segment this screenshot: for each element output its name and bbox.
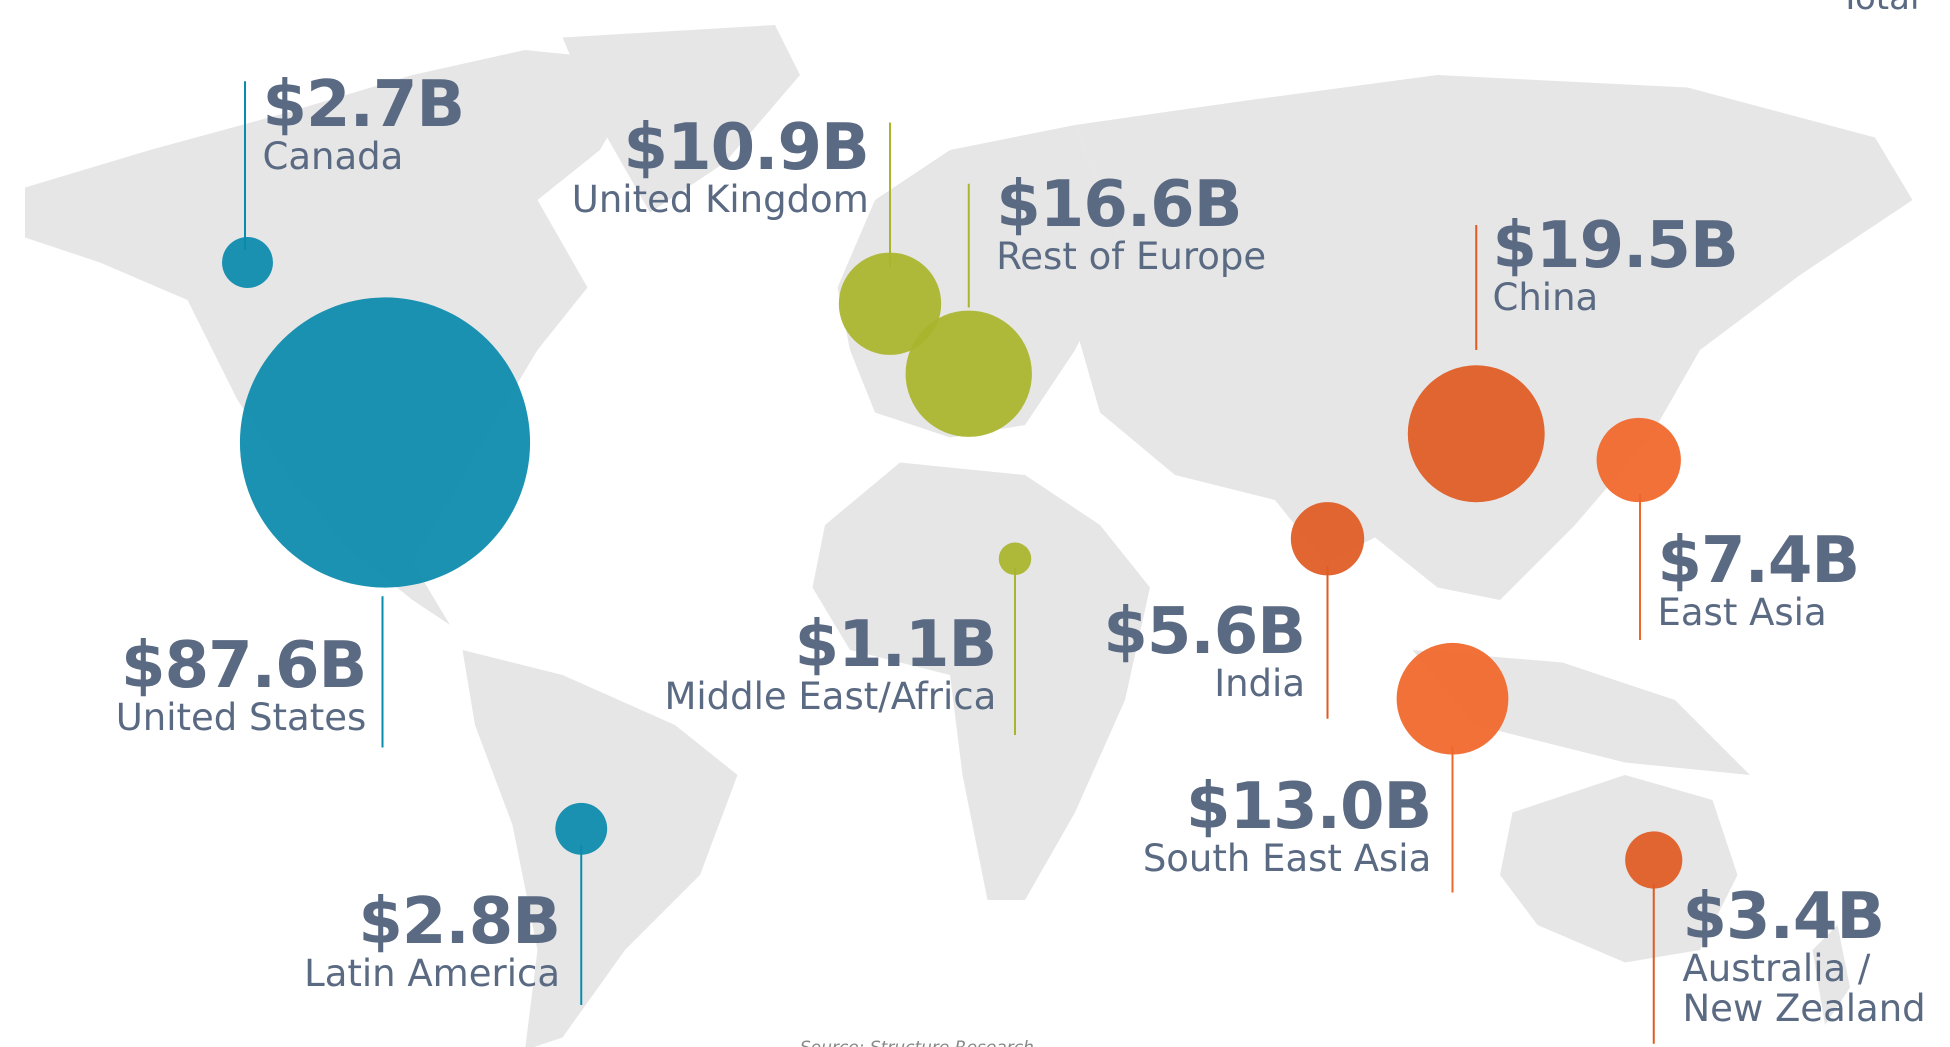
region-name: Latin America — [304, 952, 560, 995]
region-name: Middle East/Africa — [664, 674, 997, 718]
region-label: $10.9B United Kingdom — [571, 111, 870, 222]
value-label: $2.7B — [262, 67, 466, 142]
bubble — [998, 542, 1032, 576]
bubble — [838, 252, 942, 355]
bubble — [1625, 831, 1683, 889]
region-name: Rest of Europe — [996, 234, 1267, 278]
source: Source: Structure Research — [800, 1038, 1034, 1047]
bubble — [905, 310, 1032, 437]
bubble — [239, 297, 531, 588]
region-label: $3.4B Australia / New Zealand — [1683, 885, 1926, 1029]
region-label: $13.0B South East Asia — [1142, 770, 1432, 880]
region-name: United Kingdom — [571, 178, 869, 222]
region-name: United States — [115, 695, 367, 739]
australia — [1500, 775, 1738, 963]
region-name: China — [1492, 275, 1599, 319]
value-label: $7.4B — [1657, 523, 1861, 598]
value-label: $1.1B — [794, 607, 998, 682]
bubble — [1596, 417, 1681, 503]
greenland — [562, 25, 800, 213]
value-label: $5.6B — [1103, 595, 1306, 669]
region-label: $87.6B United States — [115, 628, 368, 739]
asia — [1075, 75, 1913, 600]
region-name: Australia / New Zealand — [1682, 947, 1926, 1030]
value-label: $3.4B — [1682, 880, 1886, 954]
region-label: $16.6B Rest of Europe — [996, 173, 1266, 277]
new-zealand — [1812, 925, 1850, 1025]
region-label: $2.7B Canada — [262, 67, 466, 178]
title: Total — [1840, 0, 1919, 18]
africa — [812, 462, 1150, 900]
region-name: South East Asia — [1142, 837, 1432, 880]
region-label: $5.6B India — [1103, 595, 1306, 705]
bubble — [555, 802, 608, 855]
value-label: $87.6B — [121, 628, 367, 703]
region-label: $7.4B East Asia — [1657, 523, 1861, 634]
value-label: $2.8B — [358, 885, 561, 959]
bubble — [222, 237, 273, 288]
south-america — [462, 650, 738, 1047]
region-label: $2.8B Latin America — [304, 885, 561, 995]
continents — [25, 25, 1913, 1047]
value-label: $13.0B — [1186, 770, 1432, 844]
region-label: $1.1B Middle East/Africa — [664, 607, 998, 718]
value-label: $10.9B — [623, 111, 870, 186]
value-label: $16.6B — [996, 167, 1242, 242]
region-label: $19.5B China — [1492, 208, 1739, 319]
region-name: Canada — [262, 134, 404, 178]
value-label: $19.5B — [1492, 208, 1739, 283]
bubble — [1407, 365, 1545, 503]
bubble — [1396, 642, 1509, 755]
bubble — [1290, 502, 1365, 576]
region-name: East Asia — [1657, 590, 1827, 634]
region-name: India — [1214, 662, 1305, 705]
